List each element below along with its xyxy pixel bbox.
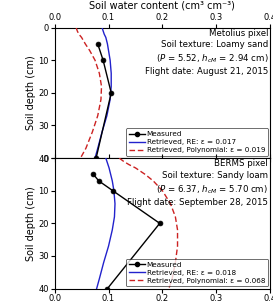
Legend: Measured, Retrieved, RE: ε = 0.018, Retrieved, Polynomial: ε = 0.068: Measured, Retrieved, RE: ε = 0.018, Retr…	[126, 259, 268, 286]
Y-axis label: Soil depth (cm): Soil depth (cm)	[26, 56, 36, 130]
X-axis label: Soil water content (cm³ cm⁻³): Soil water content (cm³ cm⁻³)	[90, 1, 235, 11]
Text: BERMS pixel
Soil texture: Sandy loam
($P$ = 6.37, $h_{cM}$ = 5.70 cm)
Flight dat: BERMS pixel Soil texture: Sandy loam ($P…	[127, 159, 268, 207]
Text: Metolius pixel
Soil texture: Loamy sand
($P$ = 5.52, $h_{cM}$ = 2.94 cm)
Flight : Metolius pixel Soil texture: Loamy sand …	[145, 29, 268, 76]
Y-axis label: Soil depth (cm): Soil depth (cm)	[26, 186, 36, 261]
Legend: Measured, Retrieved, RE: ε = 0.017, Retrieved, Polynomial: ε = 0.019: Measured, Retrieved, RE: ε = 0.017, Retr…	[126, 128, 268, 156]
